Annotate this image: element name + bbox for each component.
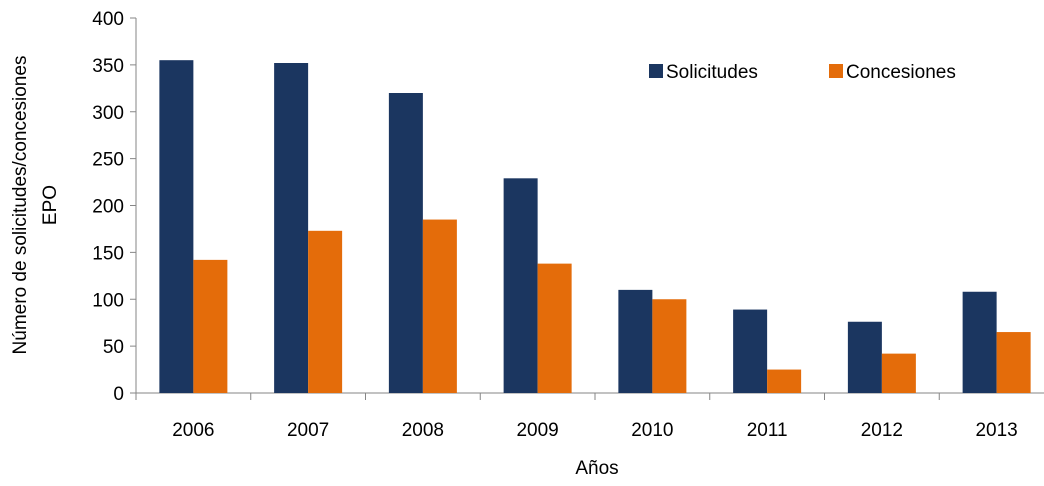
- bar-solicitudes-2012: [847, 321, 882, 393]
- y-axis-label: Número de solicitudes/concesiones EPO: [10, 56, 61, 355]
- y-tick-label: 0: [113, 384, 124, 405]
- bar-solicitudes-2009: [503, 178, 538, 393]
- y-tick-label: 400: [92, 9, 124, 30]
- bar-concesiones-2007: [308, 230, 343, 393]
- legend-label-solicitudes: Solicitudes: [666, 62, 758, 83]
- x-tick-label: 2011: [747, 420, 788, 441]
- y-tick-label: 150: [92, 243, 124, 264]
- bar-solicitudes-2008: [388, 93, 423, 393]
- y-tick-label: 200: [92, 197, 124, 218]
- bar-concesiones-2012: [881, 353, 916, 393]
- bar-solicitudes-2013: [962, 291, 997, 393]
- bar-solicitudes-2007: [274, 63, 309, 393]
- plot-area: 0 50 100 150 200 250 300 350 400 2006 2007 2008 2009…: [92, 9, 1044, 441]
- y-axis-label-line-2: EPO: [40, 185, 61, 225]
- x-axis-label: Años: [575, 458, 618, 479]
- y-tick-label: 250: [92, 150, 124, 171]
- x-tick-label: 2010: [631, 420, 673, 441]
- x-tick-label: 2007: [287, 420, 329, 441]
- legend-label-concesiones: Concesiones: [846, 62, 956, 83]
- bar-concesiones-2010: [652, 299, 687, 393]
- x-tick-label: 2013: [975, 420, 1017, 441]
- y-tick-label: 300: [92, 103, 124, 124]
- bar-solicitudes-2010: [618, 289, 653, 393]
- bar-concesiones-2013: [996, 332, 1031, 393]
- legend-swatch-concesiones: [829, 64, 843, 78]
- x-tick-label: 2006: [172, 420, 214, 441]
- legend: Solicitudes Concesiones: [649, 62, 956, 83]
- bar-concesiones-2009: [537, 263, 572, 393]
- bar-concesiones-2011: [767, 369, 802, 393]
- y-tick-label: 50: [103, 337, 124, 358]
- x-tick-label: 2012: [861, 420, 903, 441]
- bar-solicitudes-2011: [733, 309, 768, 393]
- bar-concesiones-2008: [422, 219, 457, 393]
- bar-solicitudes-2006: [159, 60, 194, 393]
- y-tick-label: 350: [92, 56, 124, 77]
- y-axis-label-line-1: Número de solicitudes/concesiones: [10, 56, 31, 355]
- bar-concesiones-2006: [193, 259, 228, 393]
- legend-swatch-solicitudes: [649, 64, 663, 78]
- x-tick-label: 2009: [516, 420, 558, 441]
- x-tick-label: 2008: [402, 420, 444, 441]
- y-tick-label: 100: [92, 290, 124, 311]
